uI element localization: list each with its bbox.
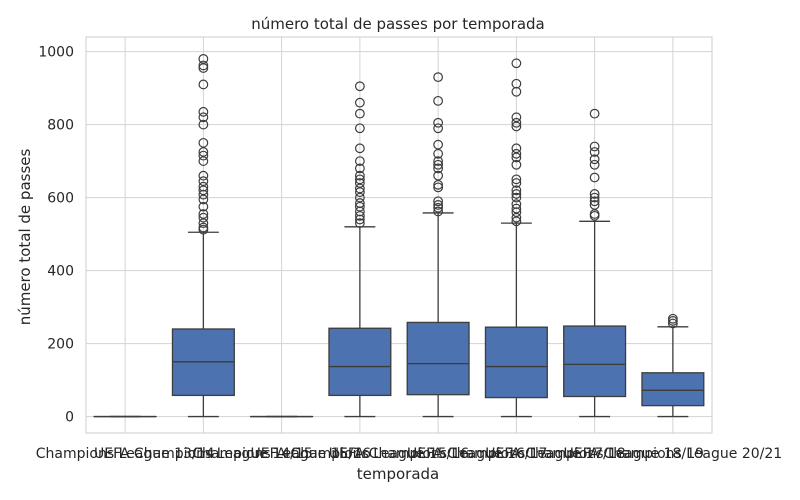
outlier-point <box>433 206 444 217</box>
outlier-point <box>511 185 522 196</box>
box-group <box>406 72 470 418</box>
outlier-point <box>433 170 444 181</box>
outlier-point <box>589 189 600 199</box>
outlier-point <box>354 108 365 119</box>
outlier-point <box>354 143 365 154</box>
outlier-point <box>198 201 209 212</box>
outlier-point <box>589 147 600 157</box>
x-tick-label: UEFA Champions League 16/17 <box>329 446 548 462</box>
outlier-point <box>354 178 365 188</box>
y-tick-label: 600 <box>47 191 74 207</box>
outlier-point <box>589 108 600 119</box>
outlier-point <box>589 172 600 183</box>
y-tick-label: 0 <box>65 410 74 426</box>
outlier-point <box>511 178 522 188</box>
outlier-point <box>511 78 522 89</box>
outlier-point <box>511 58 522 69</box>
x-tick-label: Champions League 13/14 <box>36 446 215 462</box>
outlier-point <box>511 174 522 185</box>
outlier-point <box>433 163 444 174</box>
outlier-point <box>198 137 209 148</box>
outlier-point <box>433 202 444 213</box>
outlier-point <box>433 196 444 207</box>
outlier-point <box>198 53 209 64</box>
box-group <box>484 58 548 418</box>
outlier-point <box>433 182 444 193</box>
box-iqr <box>484 326 548 399</box>
x-tick-label: UEFA Champions League 17/18 <box>407 446 626 462</box>
outlier-point <box>589 154 600 165</box>
outlier-point <box>667 318 678 329</box>
outlier-point <box>354 218 365 229</box>
x-tick-label: UEFA Champions League 20/21 <box>564 446 783 462</box>
outlier-point <box>589 141 600 152</box>
outlier-point <box>198 176 209 187</box>
outlier-point <box>589 192 600 203</box>
x-tick-label: UEFA Champions League 15/16 <box>251 446 470 462</box>
outlier-point <box>198 106 209 117</box>
outlier-point <box>354 81 365 92</box>
outlier-point <box>433 199 444 210</box>
y-tick-label: 200 <box>47 337 74 353</box>
x-tick-label: Champions League 15/16 <box>192 446 371 462</box>
outlier-point <box>589 196 600 207</box>
outlier-point <box>198 212 209 223</box>
outlier-point <box>198 60 209 71</box>
outlier-point <box>354 170 365 181</box>
outlier-point <box>354 97 365 108</box>
outlier-point <box>354 163 365 174</box>
outlier-point <box>198 222 209 233</box>
outlier-point <box>589 159 600 170</box>
outlier-point <box>354 198 365 208</box>
outlier-point <box>433 95 444 106</box>
outlier-point <box>198 150 209 161</box>
outlier-point <box>354 123 365 134</box>
outlier-point <box>198 119 209 130</box>
outlier-point <box>511 199 522 210</box>
outlier-point <box>511 143 522 154</box>
outlier-point <box>198 209 209 219</box>
outlier-point <box>511 159 522 170</box>
y-axis-label: número total de passes <box>16 149 34 326</box>
outlier-point <box>511 192 522 203</box>
outlier-point <box>433 123 444 134</box>
outlier-point <box>511 203 522 214</box>
box-iqr <box>406 321 470 396</box>
outlier-point <box>198 79 209 90</box>
outlier-point <box>667 313 678 324</box>
box-iqr <box>563 325 627 398</box>
outlier-point <box>433 139 444 150</box>
outlier-point <box>354 174 365 185</box>
x-tick-label: UEFA Champions League 14/15 <box>94 446 313 462</box>
box-group <box>641 313 705 418</box>
outlier-point <box>354 156 365 166</box>
outlier-point <box>433 72 444 83</box>
outlier-point <box>198 170 209 181</box>
x-axis-label: temporada <box>357 465 440 483</box>
outlier-point <box>511 189 522 199</box>
outlier-point <box>511 112 522 123</box>
outlier-point <box>511 117 522 128</box>
box-group <box>171 53 235 418</box>
box-iqr <box>328 327 392 397</box>
y-tick-label: 800 <box>47 118 74 134</box>
outlier-point <box>433 159 444 170</box>
outlier-point <box>198 181 209 192</box>
outlier-point <box>433 117 444 128</box>
outlier-point <box>589 199 600 210</box>
y-tick-label: 400 <box>47 264 74 280</box>
y-tick-label: 1000 <box>38 45 74 61</box>
box-group <box>563 108 627 418</box>
plot-frame <box>85 36 713 434</box>
outlier-point <box>198 112 209 123</box>
box-iqr <box>641 372 705 407</box>
outlier-point <box>433 156 444 166</box>
box-group <box>328 81 392 418</box>
x-tick-label: UEFA Champions League 18/19 <box>485 446 704 462</box>
outlier-point <box>511 148 522 159</box>
chart-title: número total de passes por temporada <box>251 15 545 33</box>
